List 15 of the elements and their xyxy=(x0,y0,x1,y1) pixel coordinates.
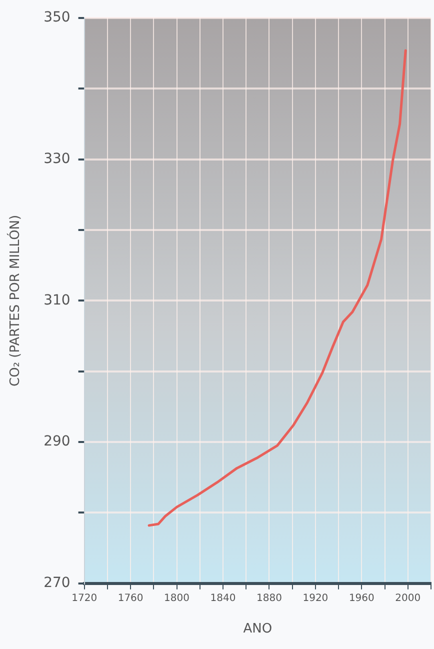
x-tick-label: 1920 xyxy=(302,592,328,604)
y-tick-label: 290 xyxy=(44,434,70,450)
y-tick-label: 330 xyxy=(44,150,70,167)
y-tick-label: 350 xyxy=(44,10,70,26)
x-tick-label: 1720 xyxy=(72,592,98,604)
x-tick-label: 1880 xyxy=(256,592,282,604)
x-tick-label: 1960 xyxy=(348,592,374,604)
x-tick-label: 1760 xyxy=(118,592,144,604)
y-tick-label: 270 xyxy=(44,575,70,592)
x-tick-label: 1840 xyxy=(210,592,236,604)
y-axis-title: CO₂ (PARTES POR MILLÓN) xyxy=(6,214,24,386)
x-axis-title: ANO xyxy=(243,622,272,637)
y-tick-label: 310 xyxy=(44,292,70,308)
x-tick-label: 1800 xyxy=(164,592,190,604)
x-tick-label: 2000 xyxy=(395,592,421,604)
